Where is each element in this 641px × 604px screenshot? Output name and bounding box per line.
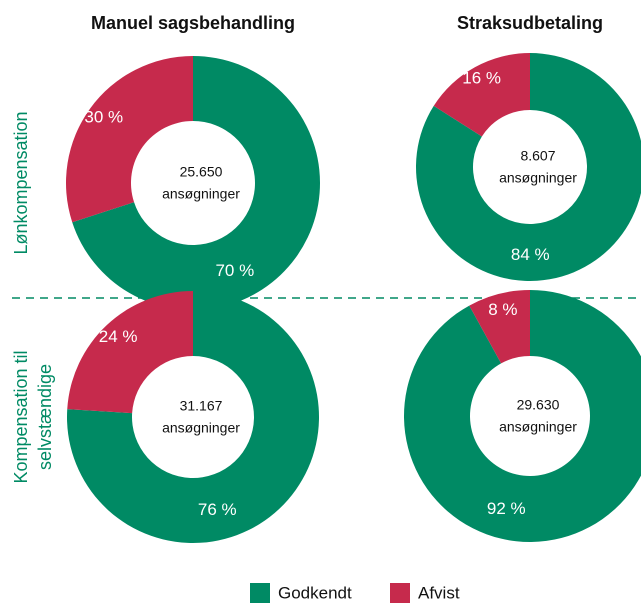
donut-slice xyxy=(404,290,641,542)
row-label: selvstændige xyxy=(35,364,55,470)
center-label: ansøgninger xyxy=(499,170,577,186)
value-label: 8 % xyxy=(488,300,517,319)
value-label: 24 % xyxy=(99,327,138,346)
center-label: 25.650 xyxy=(180,164,223,180)
legend-swatch xyxy=(390,583,410,603)
value-label: 92 % xyxy=(487,499,526,518)
center-label: ansøgninger xyxy=(499,419,577,435)
legend-swatch xyxy=(250,583,270,603)
center-label: 8.607 xyxy=(520,148,555,164)
center-label: ansøgninger xyxy=(162,186,240,202)
donut-slice xyxy=(416,53,641,281)
center-label: 31.167 xyxy=(180,398,223,414)
donut-slice xyxy=(433,53,530,137)
row-label: Lønkompensation xyxy=(11,111,31,254)
donut-slice xyxy=(469,290,530,364)
center-label: 29.630 xyxy=(517,397,560,413)
legend-label: Afvist xyxy=(418,583,460,602)
donut-slice xyxy=(67,291,193,414)
value-label: 76 % xyxy=(198,500,237,519)
value-label: 84 % xyxy=(511,245,550,264)
row-label: Kompensation til xyxy=(11,350,31,483)
donut-slice xyxy=(72,56,320,310)
value-label: 30 % xyxy=(84,108,123,127)
value-label: 70 % xyxy=(215,261,254,280)
column-title: Straksudbetaling xyxy=(457,13,603,33)
donut-slice xyxy=(67,291,320,543)
center-label: ansøgninger xyxy=(162,420,240,436)
donut-slice xyxy=(65,56,193,223)
column-title: Manuel sagsbehandling xyxy=(91,13,295,33)
legend-label: Godkendt xyxy=(278,583,352,602)
value-label: 16 % xyxy=(462,69,501,88)
